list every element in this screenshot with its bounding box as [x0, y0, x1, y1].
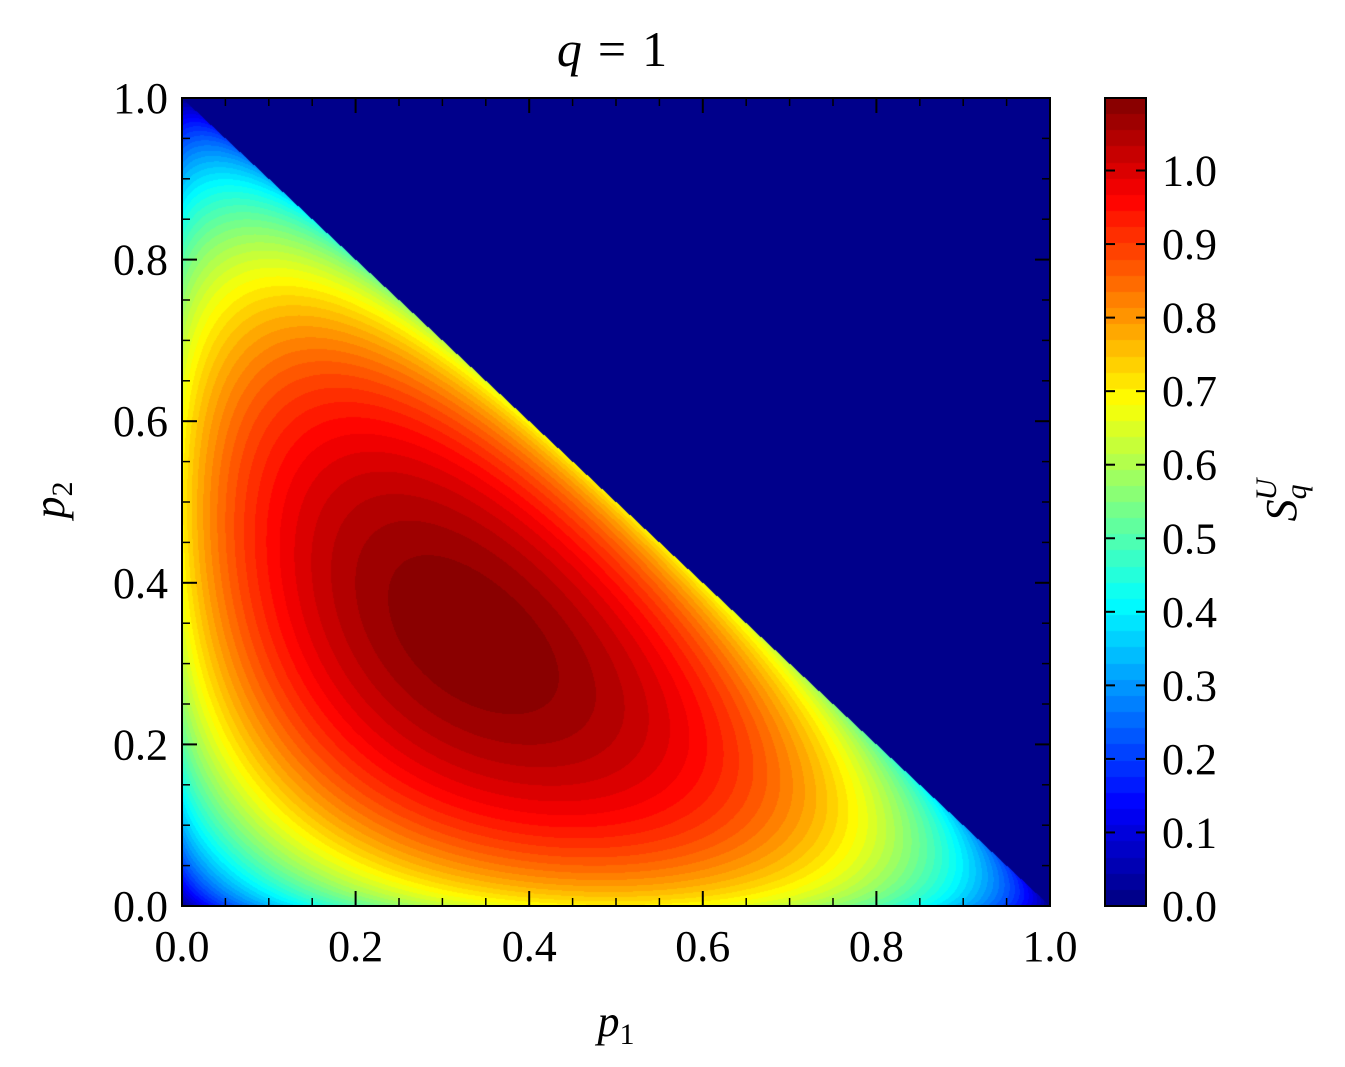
- colorbar-tick-label: 0.0: [1162, 882, 1217, 931]
- chart-title: q = 1: [557, 21, 667, 77]
- x-axis: 0.0 0.2 0.4 0.6 0.8 1.0: [155, 98, 1078, 971]
- y-tick-label: 0.8: [113, 236, 168, 285]
- y-tick-label: 0.2: [113, 720, 168, 769]
- colorbar-tick-label: 1.0: [1162, 147, 1217, 196]
- colorbar: 0.0 0.1 0.2 0.3 0.4 0.5 0.6 0.7 0.8 0.9 1.0: [1104, 97, 1217, 931]
- ylabel-sub: 2: [46, 482, 79, 497]
- colorbar-tick-label: 0.1: [1162, 808, 1217, 857]
- colorbar-tick-label: 0.7: [1162, 367, 1217, 416]
- x-axis-label: p1: [595, 997, 635, 1051]
- title-value: 1: [642, 21, 667, 77]
- cblabel-sup: U: [1250, 476, 1283, 500]
- plot-area: [182, 98, 1050, 906]
- y-axis: 0.0 0.2 0.4 0.6 0.8 1.0: [113, 74, 1050, 931]
- colorbar-label: SqU: [1250, 476, 1313, 521]
- xlabel-base: p: [595, 997, 620, 1046]
- colorbar-tick-label: 0.5: [1162, 514, 1217, 563]
- colorbar-tick-label: 0.4: [1162, 588, 1217, 637]
- title-var: q: [557, 21, 582, 77]
- x-tick-label: 0.0: [155, 922, 210, 971]
- heatmap-image: [182, 98, 1050, 906]
- y-tick-label: 0.6: [113, 397, 168, 446]
- title-op: =: [598, 21, 626, 77]
- colorbar-image: [1105, 98, 1146, 906]
- x-tick-label: 0.6: [675, 922, 730, 971]
- y-tick-label: 1.0: [113, 74, 168, 123]
- x-tick-label: 0.8: [849, 922, 904, 971]
- colorbar-frame: [1104, 97, 1147, 907]
- svg-text:SqU: SqU: [1250, 476, 1313, 521]
- y-axis-label: p2: [25, 482, 79, 522]
- xlabel-sub: 1: [620, 1018, 635, 1051]
- colorbar-tick-label: 0.6: [1162, 441, 1217, 490]
- ylabel-base: p: [25, 497, 74, 522]
- x-tick-label: 1.0: [1023, 922, 1078, 971]
- colorbar-tick-label: 0.3: [1162, 661, 1217, 710]
- y-tick-label: 0.4: [113, 559, 168, 608]
- cblabel-sub: q: [1280, 484, 1313, 499]
- x-tick-label: 0.4: [502, 922, 557, 971]
- cblabel-base: S: [1257, 499, 1306, 521]
- x-tick-label: 0.2: [328, 922, 383, 971]
- colorbar-tick-label: 0.2: [1162, 735, 1217, 784]
- colorbar-tick-label: 0.9: [1162, 220, 1217, 269]
- colorbar-tick-label: 0.8: [1162, 294, 1217, 343]
- svg-text:p2: p2: [25, 482, 79, 522]
- y-tick-label: 0.0: [113, 882, 168, 931]
